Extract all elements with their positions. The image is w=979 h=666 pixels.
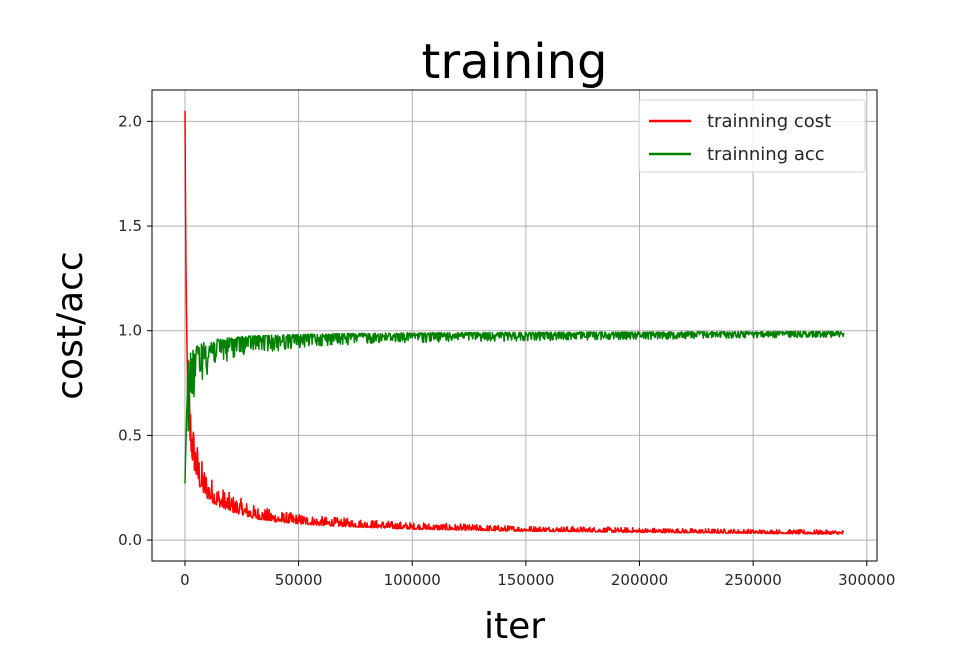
x-tick-label: 50000 (275, 571, 323, 589)
y-tick-label: 2.0 (118, 112, 142, 130)
x-tick-label: 100000 (384, 571, 441, 589)
chart-title: training (422, 34, 608, 90)
series-line-cost (184, 110, 845, 535)
y-tick-label: 1.5 (118, 217, 142, 235)
x-tick-label: 300000 (838, 571, 895, 589)
y-tick-label: 0.5 (118, 426, 142, 444)
x-tick-label: 0 (180, 571, 190, 589)
x-axis-ticks: 0 50000 100000 150000 200000 250000 300000 (180, 561, 895, 589)
series-line-acc (184, 330, 845, 484)
y-axis-label: cost/acc (50, 251, 91, 399)
legend: trainning cost trainning acc (638, 99, 866, 173)
x-tick-label: 150000 (497, 571, 554, 589)
plot-frame (151, 89, 878, 562)
x-axis-label: iter (484, 606, 545, 647)
y-axis-ticks: 0.0 0.5 1.0 1.5 2.0 (118, 112, 152, 549)
x-tick-label: 200000 (611, 571, 668, 589)
legend-label-cost: trainning cost (707, 111, 831, 132)
y-tick-label: 0.0 (118, 531, 142, 549)
y-tick-label: 1.0 (118, 322, 142, 340)
x-tick-label: 250000 (725, 571, 782, 589)
series-lines (184, 110, 845, 535)
legend-label-acc: trainning acc (707, 144, 825, 165)
legend-box (638, 99, 866, 173)
